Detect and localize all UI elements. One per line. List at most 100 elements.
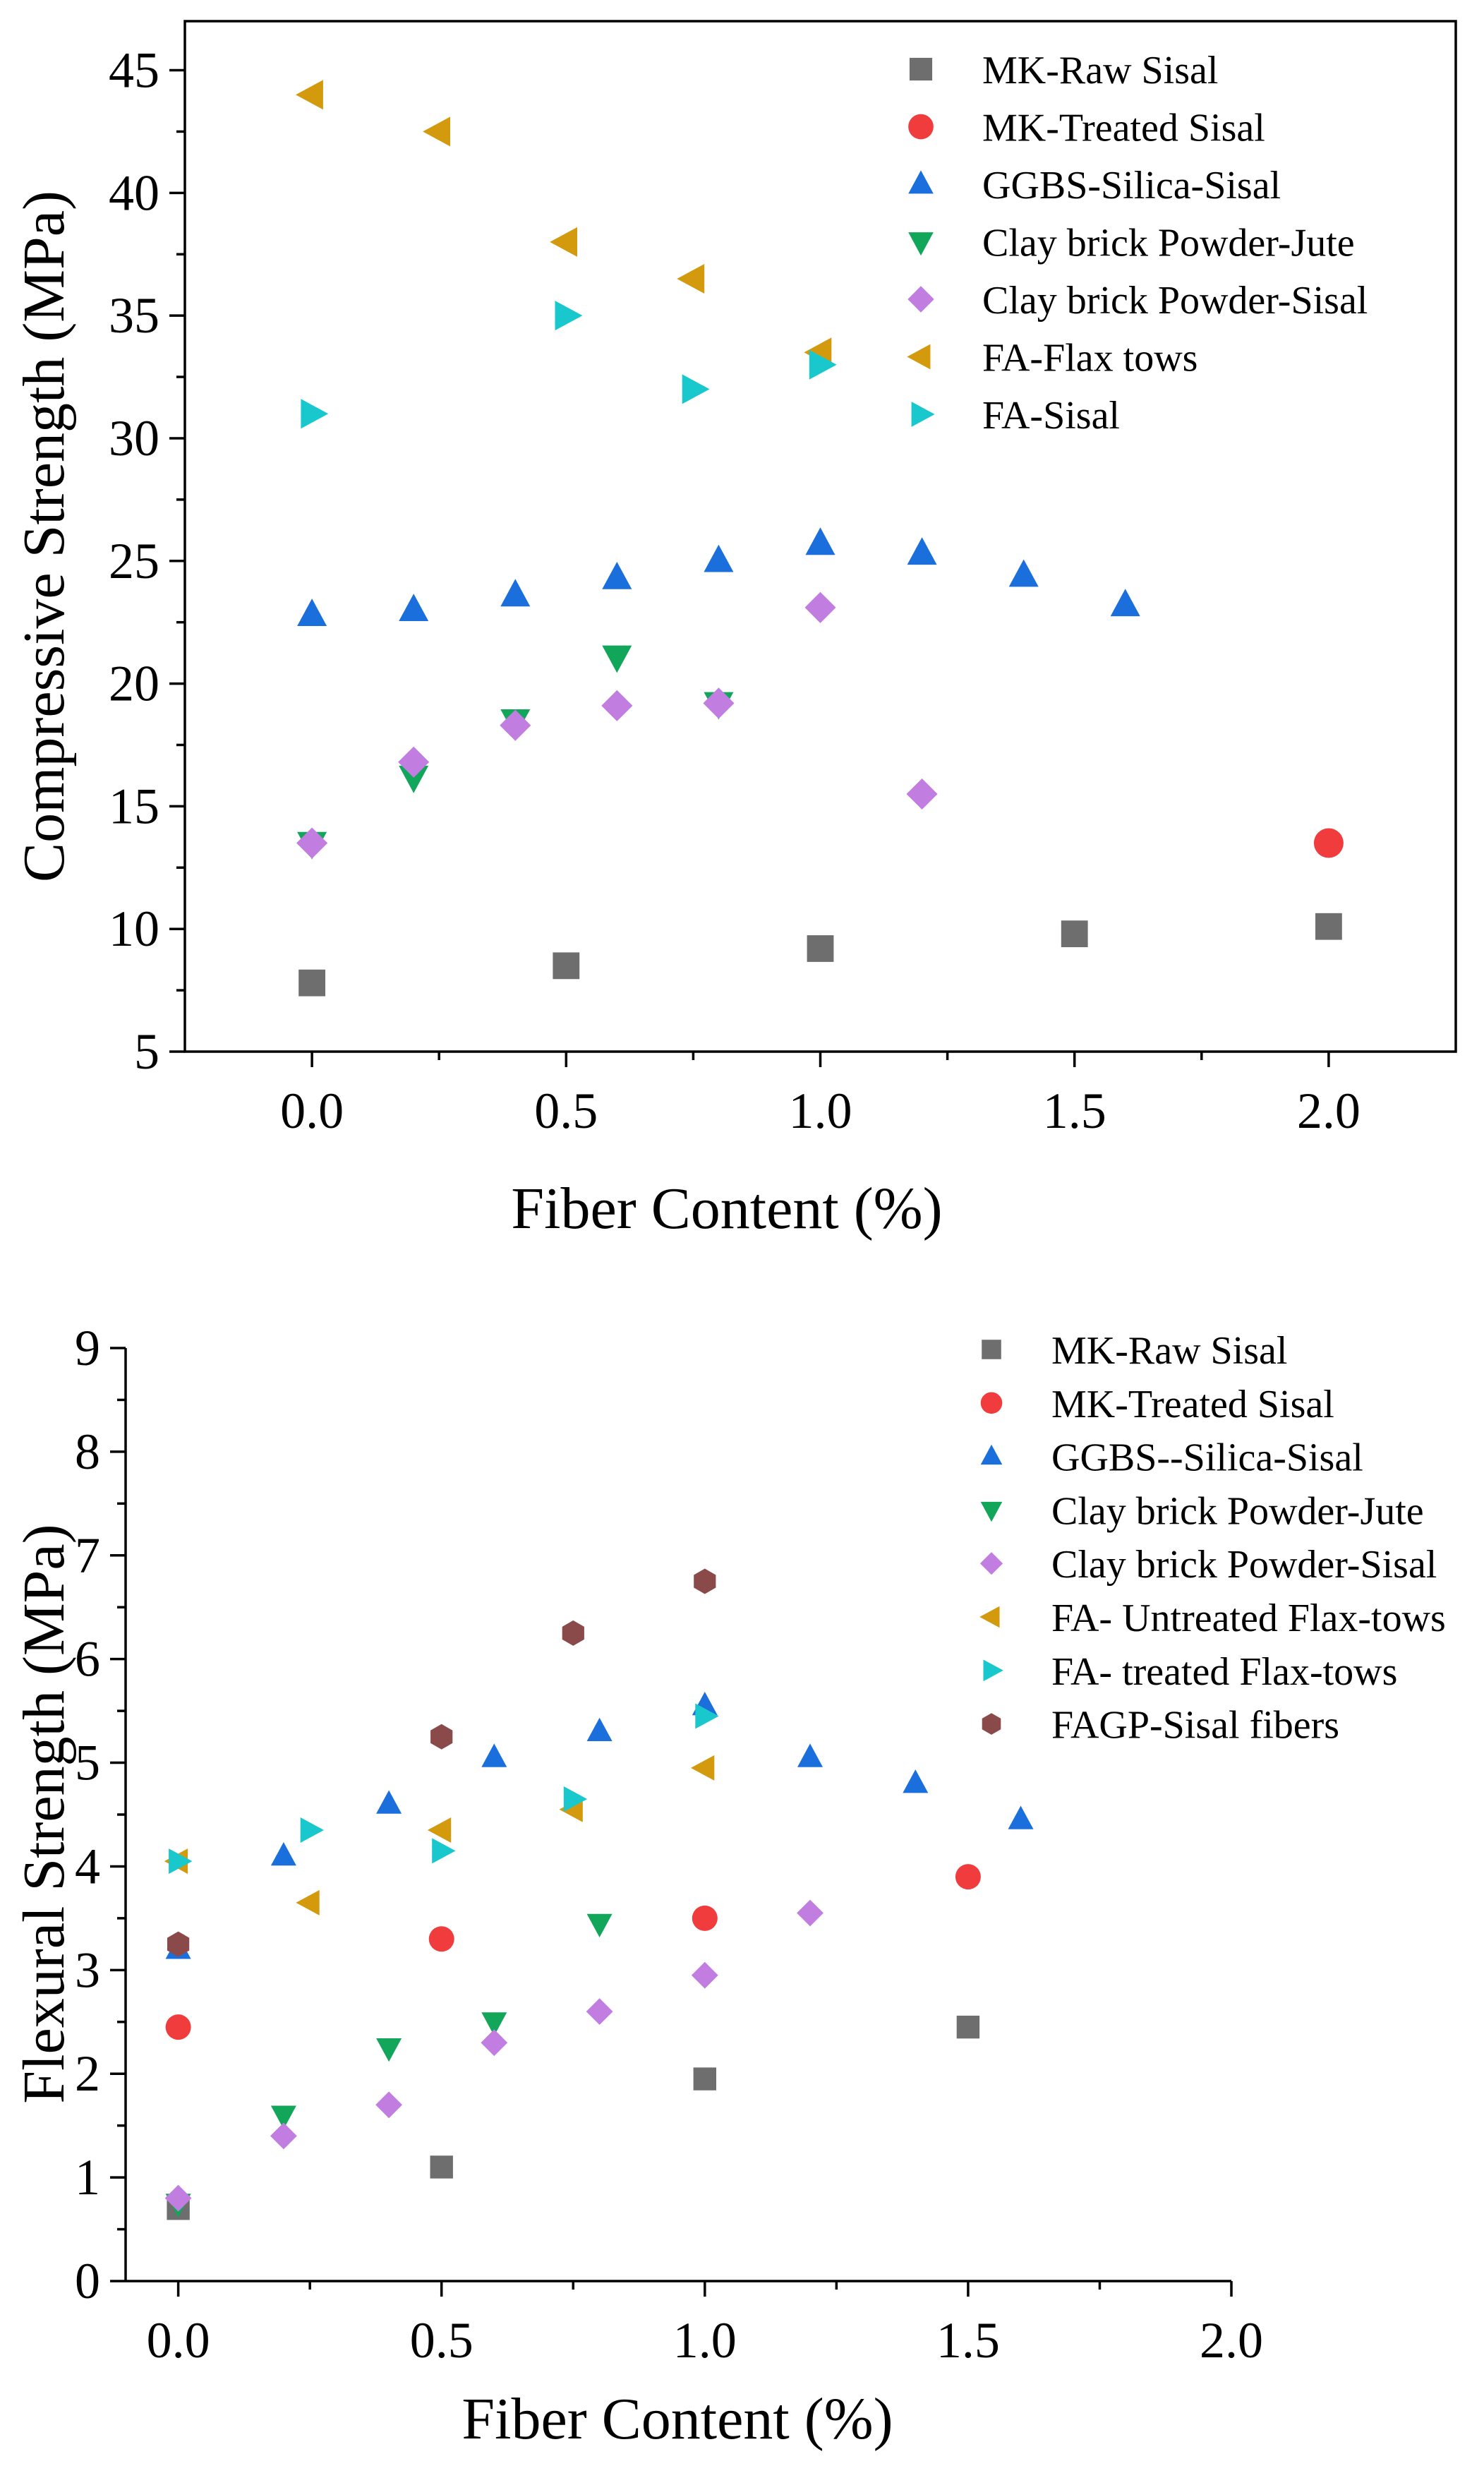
y-tick-label: 1	[75, 2149, 100, 2206]
x-tick-label: 1.0	[789, 1083, 852, 1139]
data-point	[430, 2155, 453, 2179]
data-point	[270, 1842, 296, 1866]
legend-item: FA- Untreated Flax-tows	[979, 1596, 1446, 1640]
y-tick-label: 30	[109, 410, 159, 467]
legend-item: GGBS--Silica-Sisal	[980, 1436, 1363, 1480]
legend-label: MK-Treated Sisal	[1051, 1383, 1334, 1426]
data-point	[297, 599, 327, 626]
legend-item: Clay brick Powder-Sisal	[979, 1543, 1437, 1587]
legend-label: Clay brick Powder-Jute	[982, 222, 1355, 265]
x-tick-label: 0.0	[280, 1083, 344, 1139]
legend-label: Clay brick Powder-Sisal	[1051, 1543, 1437, 1587]
legend-marker	[980, 1444, 1003, 1465]
series-mk-treated-sisal	[165, 1864, 981, 2040]
legend-item: Clay brick Powder-Sisal	[907, 279, 1368, 323]
y-tick-label: 0	[75, 2253, 100, 2309]
legend-label: FA- Untreated Flax-tows	[1051, 1596, 1446, 1640]
data-point	[428, 1926, 454, 1952]
legend-label: MK-Treated Sisal	[982, 107, 1265, 150]
data-point	[804, 591, 836, 623]
data-point	[1313, 828, 1344, 858]
data-point	[805, 527, 835, 555]
data-point	[301, 399, 329, 429]
legend-marker	[908, 170, 934, 194]
y-tick-label: 6	[75, 1631, 100, 1688]
legend-item: FA-Flax tows	[907, 337, 1198, 380]
series-clay-brick-powder-sisal	[164, 1899, 824, 2212]
y-tick-label: 35	[109, 287, 159, 344]
data-point	[693, 2067, 717, 2091]
legend-label: Clay brick Powder-Jute	[1051, 1489, 1424, 1533]
data-point	[797, 1899, 824, 1927]
y-tick-label: 40	[109, 164, 159, 221]
legend-marker	[908, 232, 934, 256]
y-tick-label: 5	[75, 1735, 100, 1791]
data-point	[703, 687, 735, 719]
data-point	[376, 1790, 402, 1814]
data-point	[432, 1838, 456, 1864]
y-tick-label: 4	[75, 1838, 100, 1894]
data-point	[165, 2014, 191, 2040]
data-point	[691, 1961, 718, 1989]
x-tick-label: 0.5	[534, 1083, 598, 1139]
x-axis-title: Fiber Content (%)	[511, 1176, 942, 1241]
legend-label: MK-Raw Sisal	[1051, 1329, 1287, 1373]
y-tick-label: 25	[109, 533, 159, 589]
legend-label: MK-Raw Sisal	[982, 49, 1218, 92]
legend-label: FAGP-Sisal fibers	[1051, 1704, 1339, 1748]
y-tick-label: 15	[109, 778, 159, 834]
legend-item: GGBS-Silica-Sisal	[908, 164, 1281, 207]
legend-item: FAGP-Sisal fibers	[982, 1704, 1339, 1748]
y-tick-label: 8	[75, 1424, 100, 1480]
legend-marker	[907, 286, 934, 313]
y-axis-title: Flexural Strength (MPa)	[11, 1524, 77, 2103]
legend-marker	[908, 114, 934, 140]
legend-marker	[982, 1713, 1001, 1735]
data-point	[481, 2029, 508, 2057]
legend-item: Clay brick Powder-Jute	[980, 1489, 1424, 1533]
legend-marker	[982, 1340, 1001, 1359]
legend-marker	[980, 1501, 1003, 1522]
data-point	[906, 778, 938, 810]
data-point	[586, 1913, 613, 1937]
flexural-strength-chart: 0.0 0.5 1.0 1.5 2.0 0 1 2 3 4 5 6 7 8 9 Fiber Content (…	[11, 1320, 1446, 2452]
data-point	[807, 935, 834, 962]
legend-marker	[907, 344, 931, 370]
data-point	[1110, 589, 1140, 617]
data-point	[481, 1743, 507, 1767]
data-point	[682, 374, 710, 404]
data-point	[481, 2012, 507, 2036]
data-point	[398, 746, 430, 778]
legend-item: MK-Treated Sisal	[980, 1383, 1334, 1426]
x-tick-label: 2.0	[1297, 1083, 1361, 1139]
data-point	[296, 1889, 320, 1915]
series-fa-sisal	[301, 301, 837, 429]
data-point	[399, 765, 429, 793]
legend-item: MK-Raw Sisal	[982, 1329, 1287, 1373]
series-fa-treated-flax-tows	[169, 1703, 719, 1875]
data-point	[809, 349, 837, 380]
series-fagp-sisal-fibers	[167, 1568, 716, 1957]
legend-label: FA- treated Flax-tows	[1051, 1650, 1397, 1694]
x-tick-label: 0.5	[410, 2312, 473, 2369]
legend-marker	[909, 57, 933, 81]
y-tick-label: 7	[75, 1527, 100, 1584]
data-point	[677, 264, 705, 294]
data-point	[903, 1769, 929, 1793]
legend-item: FA- treated Flax-tows	[983, 1650, 1397, 1694]
data-point	[399, 594, 429, 621]
y-tick-label: 20	[109, 656, 159, 712]
data-point	[169, 1848, 193, 1875]
x-tick-label: 0.0	[147, 2312, 210, 2369]
legend-marker	[911, 402, 935, 427]
data-point	[270, 2105, 296, 2129]
data-point	[427, 1817, 452, 1843]
data-point	[167, 1931, 190, 1957]
data-point	[1008, 559, 1039, 587]
data-point	[550, 227, 577, 257]
data-point	[296, 80, 323, 110]
legend-item: Clay brick Powder-Jute	[908, 222, 1355, 265]
data-point	[586, 1998, 613, 2025]
series-ggbs-silica-sisal	[297, 527, 1140, 626]
